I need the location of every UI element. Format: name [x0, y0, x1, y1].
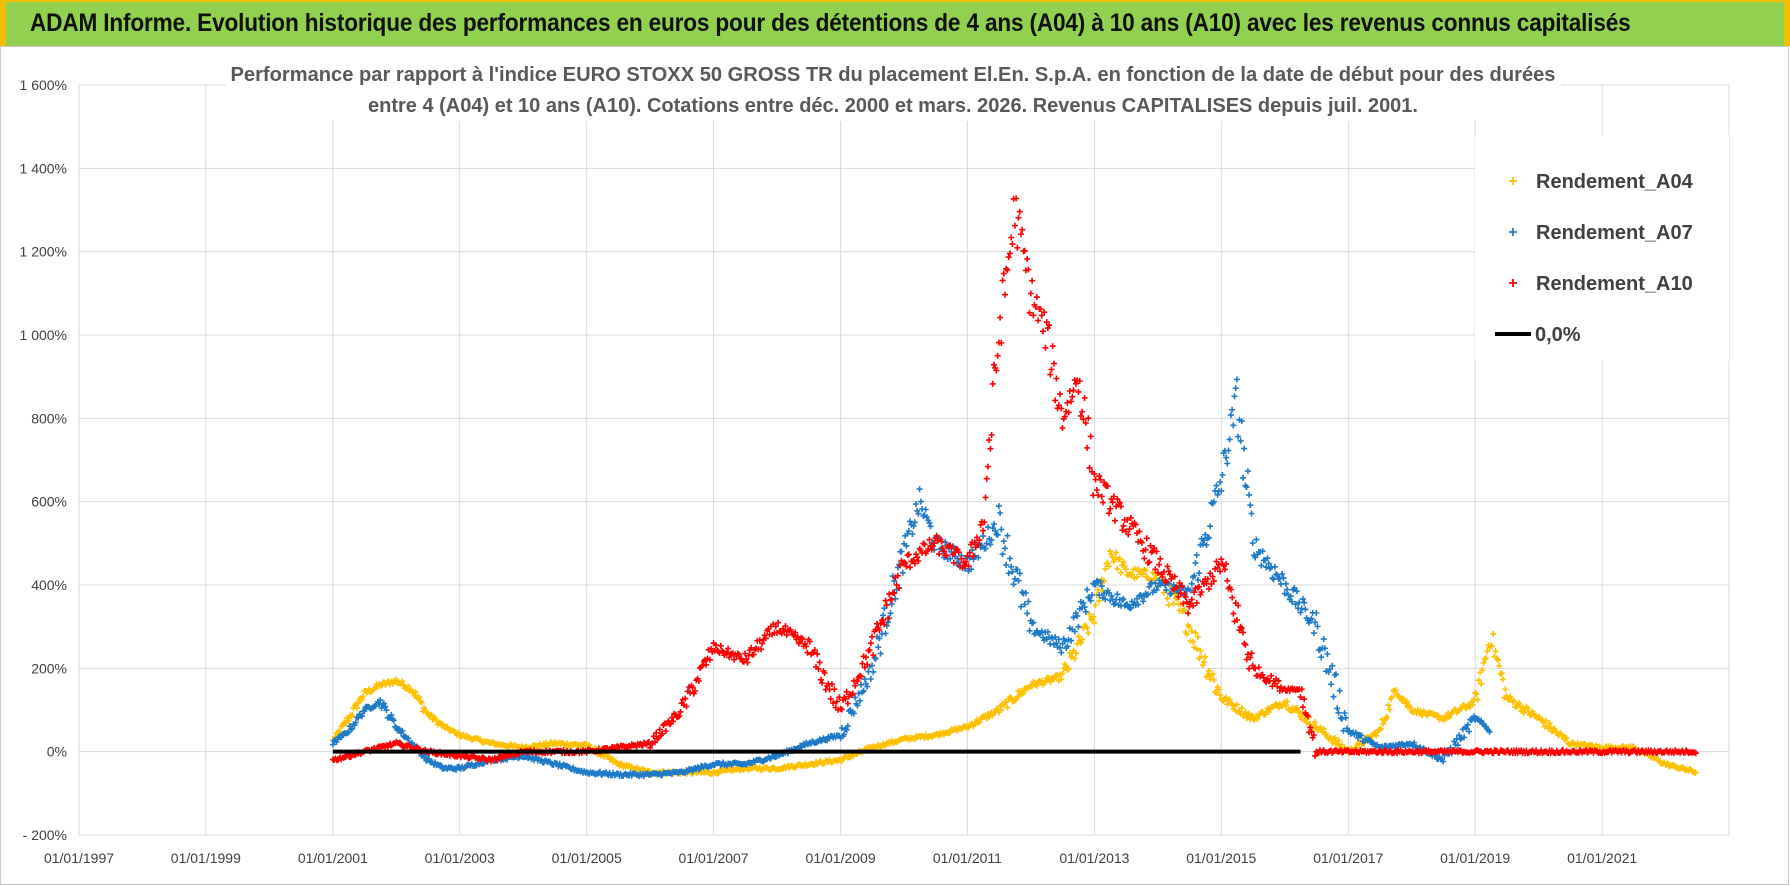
legend-item: 0,0%	[1495, 324, 1581, 346]
x-tick-label: 01/01/2015	[1186, 850, 1256, 866]
y-tick-label: 400%	[31, 577, 67, 593]
legend-swatch	[1509, 279, 1517, 287]
chart-frame: - 200% 0% 200% 400% 600% 800% 1 000% 1 200% 1 40…	[0, 46, 1789, 885]
y-tick-label: 800%	[31, 410, 67, 426]
y-tick-label: 1 600%	[20, 77, 67, 93]
x-tick-label: 01/01/2013	[1059, 850, 1129, 866]
chart-title-line: Performance par rapport à l'indice EURO …	[231, 64, 1556, 86]
grid	[78, 84, 1730, 836]
y-tick-label: 0%	[47, 744, 67, 760]
legend-label: Rendement_A04	[1536, 171, 1694, 193]
y-tick-label: 1 200%	[20, 244, 67, 260]
x-tick-label: 01/01/2019	[1440, 850, 1510, 866]
x-tick-label: 01/01/2005	[552, 850, 622, 866]
y-tick-label: 1 000%	[20, 327, 67, 343]
legend-background	[1475, 135, 1729, 361]
y-tick-label: - 200%	[23, 827, 67, 843]
legend-item: Rendement_A10	[1509, 273, 1693, 295]
x-tick-label: 01/01/2011	[933, 850, 1002, 866]
x-tick-label: 01/01/2007	[679, 850, 749, 866]
x-tick-label: 01/01/1999	[171, 850, 241, 866]
x-tick-label: 01/01/2003	[425, 850, 495, 866]
legend-label: 0,0%	[1535, 324, 1581, 346]
page-title: ADAM Informe. Evolution historique des p…	[30, 9, 1631, 37]
legend-item: Rendement_A07	[1509, 222, 1693, 244]
x-tick-label: 01/01/2021	[1567, 850, 1637, 866]
legend-swatch	[1509, 228, 1517, 236]
x-tick-label: 01/01/2001	[298, 850, 368, 866]
x-tick-label: 01/01/1997	[44, 850, 114, 866]
series-marks	[329, 195, 1699, 765]
series-rendement_a10	[329, 195, 1699, 765]
legend-label: Rendement_A10	[1536, 273, 1693, 295]
y-tick-label: 1 400%	[20, 160, 67, 176]
y-tick-label: 200%	[31, 660, 67, 676]
chart-title: Performance par rapport à l'indice EURO …	[226, 59, 1561, 121]
legend-swatch	[1509, 177, 1517, 185]
axes: - 200% 0% 200% 400% 600% 800% 1 000% 1 200% 1 40…	[20, 77, 1638, 866]
legend-label: Rendement_A07	[1536, 222, 1693, 244]
chart: - 200% 0% 200% 400% 600% 800% 1 000% 1 200% 1 40…	[20, 59, 1730, 866]
x-tick-label: 01/01/2017	[1313, 850, 1383, 866]
legend-item: Rendement_A04	[1509, 171, 1694, 193]
legend: Rendement_A04 Rendement_A07 Rendement_A10 0…	[1475, 135, 1729, 361]
data-points	[329, 195, 1699, 780]
series-rendement_a07	[329, 376, 1493, 780]
x-tick-label: 01/01/2009	[806, 850, 876, 866]
y-tick-label: 600%	[31, 494, 67, 510]
chart-title-line: entre 4 (A04) et 10 ans (A10). Cotations…	[368, 95, 1418, 117]
series-marks	[329, 376, 1493, 780]
title-background	[226, 59, 1561, 121]
header-bar: ADAM Informe. Evolution historique des p…	[0, 0, 1790, 46]
